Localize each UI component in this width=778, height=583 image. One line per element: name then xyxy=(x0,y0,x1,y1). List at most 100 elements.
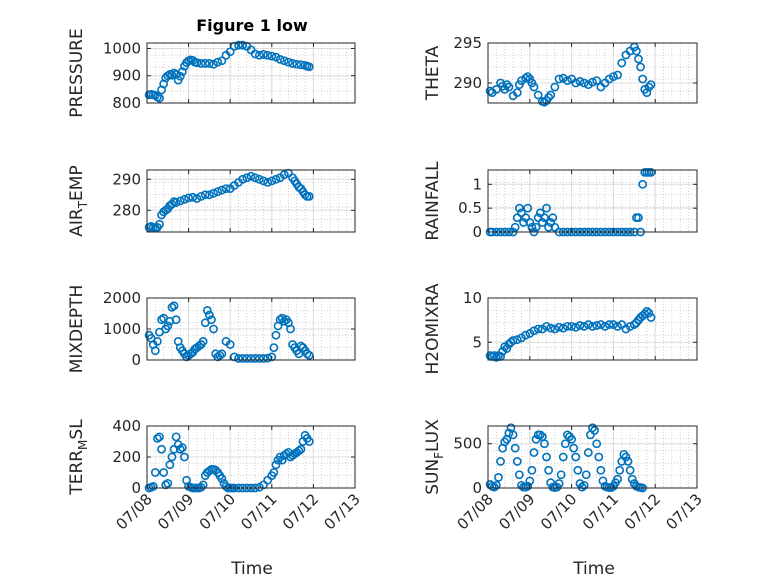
data-point xyxy=(523,203,533,213)
data-point xyxy=(525,218,535,227)
data-point xyxy=(613,70,622,80)
data-point xyxy=(642,88,652,97)
data-point xyxy=(571,78,581,88)
y-tick-label: 500 xyxy=(453,435,482,453)
data-point xyxy=(556,470,566,480)
data-point xyxy=(508,336,518,345)
data-point xyxy=(275,54,285,64)
data-point xyxy=(209,324,218,334)
y-tick-label: 290 xyxy=(112,170,141,188)
data-point xyxy=(202,305,212,315)
data-point xyxy=(155,93,164,103)
subplot-theta: 290 295 THETA xyxy=(423,34,698,107)
data-point xyxy=(502,80,512,89)
data-point xyxy=(512,335,522,345)
data-point xyxy=(196,191,206,201)
data-point xyxy=(558,452,568,462)
data-point xyxy=(150,346,160,356)
data-point xyxy=(279,56,289,66)
data-point xyxy=(250,49,260,59)
data-point xyxy=(554,74,564,84)
data-point xyxy=(157,444,166,454)
data-point xyxy=(269,343,279,352)
subplot-mixdepth: 0 1000 2000 MIXDEPTH xyxy=(67,285,356,373)
data-point xyxy=(225,340,235,349)
data-point xyxy=(512,88,522,97)
y-axis-label: THETA xyxy=(423,45,443,101)
data-point xyxy=(567,321,576,331)
data-point xyxy=(646,80,656,89)
data-point xyxy=(250,173,260,183)
data-point xyxy=(571,322,581,332)
y-tick-label: 5 xyxy=(472,333,482,351)
data-point xyxy=(544,93,554,102)
data-point xyxy=(163,321,173,331)
data-point xyxy=(579,480,589,490)
data-point xyxy=(581,470,591,480)
data-point xyxy=(529,326,539,336)
data-point xyxy=(259,354,268,363)
data-point xyxy=(192,58,202,68)
data-point xyxy=(254,174,264,184)
data-series xyxy=(144,430,314,493)
data-point xyxy=(238,354,248,363)
data-point xyxy=(563,321,572,331)
plot-area xyxy=(488,298,697,360)
data-point xyxy=(242,173,252,183)
x-tick-label: 07/09 xyxy=(154,490,197,533)
data-point xyxy=(521,330,531,340)
data-point xyxy=(217,56,227,66)
data-point xyxy=(304,62,314,72)
data-point xyxy=(267,176,277,186)
y-axis-label: H2OMIXRA xyxy=(423,283,443,374)
data-point xyxy=(217,185,227,195)
data-point xyxy=(294,446,304,456)
figure-title: Figure 1 low xyxy=(196,16,308,35)
data-point xyxy=(225,47,235,57)
data-point xyxy=(646,313,656,322)
plot-area xyxy=(488,43,697,103)
data-point xyxy=(163,478,173,488)
data-point xyxy=(177,443,187,453)
data-point xyxy=(542,203,551,213)
data-point xyxy=(625,321,635,331)
y-tick-label: 1000 xyxy=(103,39,141,57)
data-point xyxy=(550,82,560,92)
data-point xyxy=(631,46,641,56)
data-point xyxy=(150,468,160,477)
data-point xyxy=(489,351,499,360)
data-point xyxy=(167,70,177,80)
data-point xyxy=(592,439,602,449)
data-point xyxy=(540,213,549,223)
data-point xyxy=(175,71,185,81)
data-point xyxy=(196,59,206,68)
data-point xyxy=(246,354,256,363)
axes-frame xyxy=(487,169,698,233)
subplot-h2omixra: 5 10 H2OMIXRA xyxy=(423,283,698,375)
data-point xyxy=(304,350,314,360)
data-point xyxy=(238,174,248,184)
data-point xyxy=(263,353,273,363)
data-point xyxy=(271,174,281,184)
data-point xyxy=(204,59,214,68)
data-point xyxy=(558,323,568,333)
y-tick-label: 10 xyxy=(463,289,482,307)
data-point xyxy=(514,203,524,213)
data-point xyxy=(279,170,289,180)
data-point xyxy=(569,443,579,453)
axes-frame xyxy=(487,425,698,489)
data-point xyxy=(527,465,537,475)
data-point xyxy=(204,190,214,200)
minor-grid xyxy=(487,43,697,103)
data-point xyxy=(613,321,622,331)
data-point xyxy=(175,444,185,454)
data-point xyxy=(155,219,164,229)
data-point xyxy=(263,50,273,60)
data-point xyxy=(531,222,541,232)
data-point xyxy=(617,58,627,68)
data-point xyxy=(167,452,177,462)
data-point xyxy=(200,190,210,200)
data-point xyxy=(579,78,589,88)
data-point xyxy=(634,54,643,64)
